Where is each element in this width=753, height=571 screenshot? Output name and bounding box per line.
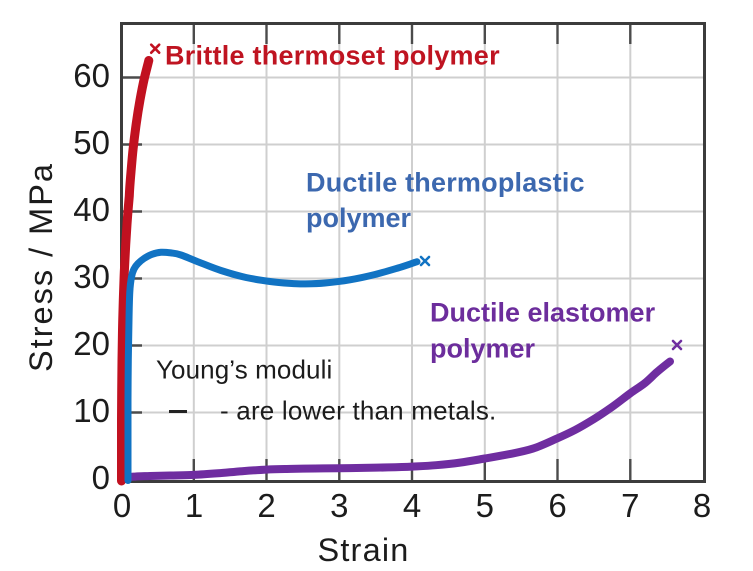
svg-text:Ductile thermoplastic: Ductile thermoplastic <box>306 168 585 198</box>
svg-text:Stress / MPa: Stress / MPa <box>23 162 59 372</box>
svg-text:7: 7 <box>621 487 639 524</box>
svg-text:2: 2 <box>257 487 275 524</box>
svg-text:0: 0 <box>92 459 110 496</box>
svg-text:5: 5 <box>476 487 494 524</box>
svg-text:Ductile elastomer: Ductile elastomer <box>430 298 656 328</box>
svg-text:1: 1 <box>185 487 203 524</box>
svg-text:30: 30 <box>73 258 110 295</box>
svg-text:60: 60 <box>73 57 110 94</box>
svg-text:8: 8 <box>693 487 711 524</box>
svg-text:4: 4 <box>403 487 421 524</box>
svg-text:Young’s moduli: Young’s moduli <box>156 355 332 385</box>
svg-text:10: 10 <box>73 392 110 429</box>
svg-text:40: 40 <box>73 191 110 228</box>
svg-text:polymer: polymer <box>306 203 412 233</box>
svg-text:Brittle thermoset polymer: Brittle thermoset polymer <box>165 41 500 71</box>
svg-text:6: 6 <box>548 487 566 524</box>
svg-text:Strain: Strain <box>317 532 409 568</box>
svg-text:0: 0 <box>113 487 131 524</box>
svg-text:20: 20 <box>73 325 110 362</box>
svg-text:3: 3 <box>330 487 348 524</box>
svg-text:- are lower than metals.: - are lower than metals. <box>220 396 496 426</box>
svg-text:50: 50 <box>73 124 110 161</box>
svg-text:polymer: polymer <box>430 334 536 364</box>
